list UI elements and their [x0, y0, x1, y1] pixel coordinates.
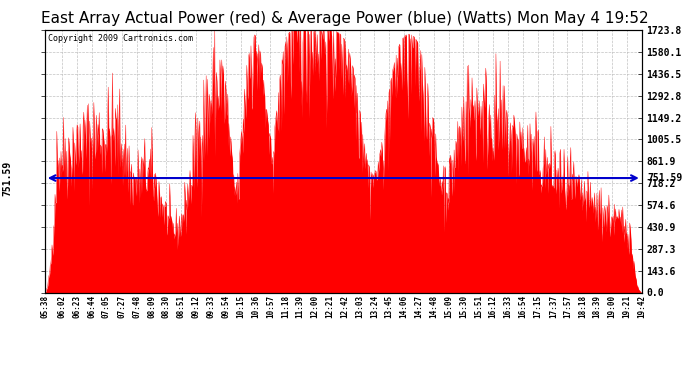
Text: East Array Actual Power (red) & Average Power (blue) (Watts) Mon May 4 19:52: East Array Actual Power (red) & Average … [41, 11, 649, 26]
Text: 751.59: 751.59 [2, 160, 12, 196]
Text: Copyright 2009 Cartronics.com: Copyright 2009 Cartronics.com [48, 34, 193, 43]
Text: 751.59: 751.59 [648, 173, 683, 183]
